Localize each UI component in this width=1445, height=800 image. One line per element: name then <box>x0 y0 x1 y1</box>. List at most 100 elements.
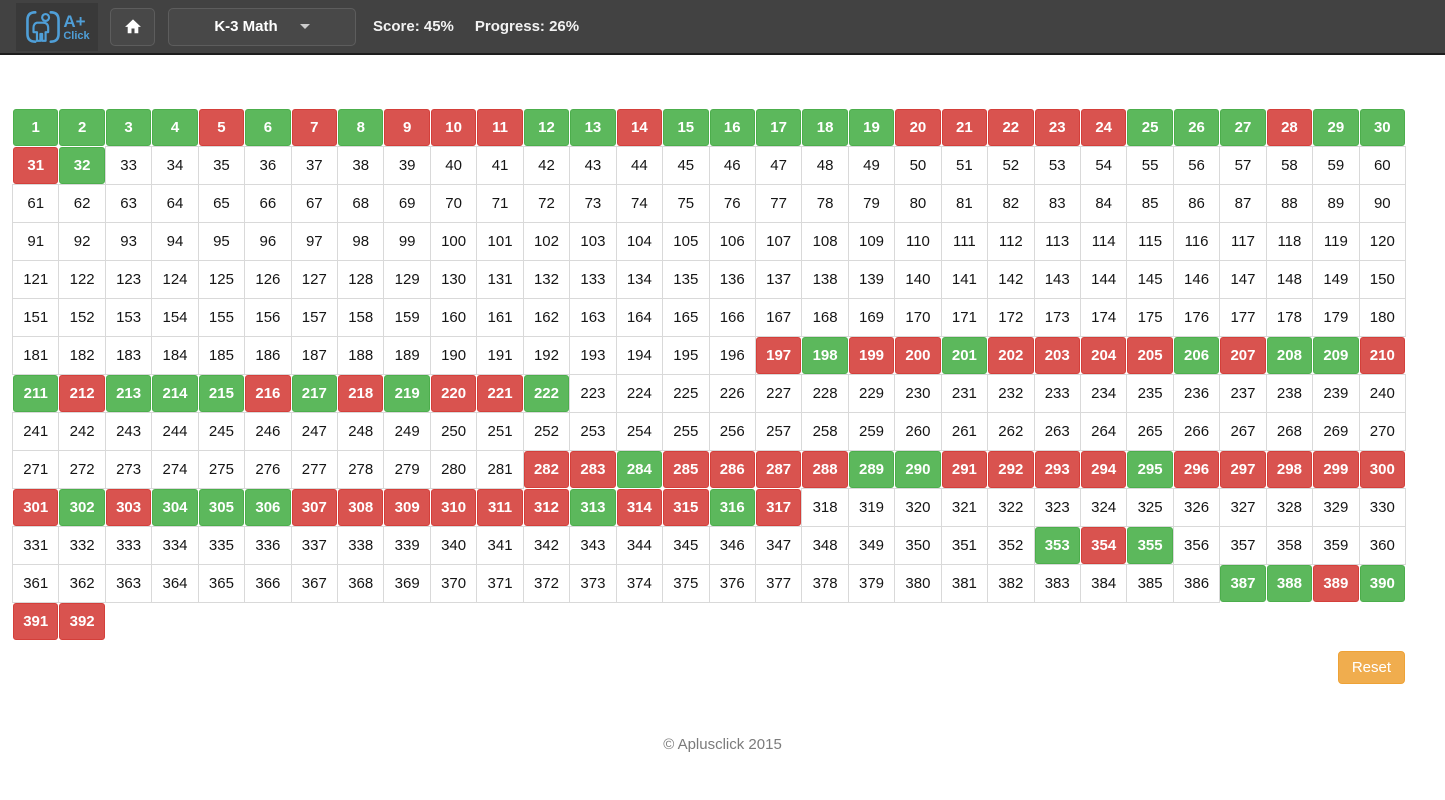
problem-cell-98[interactable]: 98 <box>338 223 384 260</box>
problem-cell-369[interactable]: 369 <box>384 565 430 602</box>
problem-cell-284[interactable]: 284 <box>616 451 663 488</box>
problem-cell-390[interactable]: 390 <box>1359 565 1405 602</box>
problem-cell-371[interactable]: 371 <box>477 565 523 602</box>
problem-cell-117[interactable]: 117 <box>1220 223 1266 260</box>
problem-cell-357[interactable]: 357 <box>1220 527 1266 564</box>
problem-cell-301[interactable]: 301 <box>13 489 59 526</box>
problem-cell-232[interactable]: 232 <box>988 375 1034 412</box>
problem-cell-138[interactable]: 138 <box>802 261 848 298</box>
problem-cell-186[interactable]: 186 <box>245 337 291 374</box>
problem-cell-298[interactable]: 298 <box>1266 451 1313 488</box>
problem-cell-60[interactable]: 60 <box>1359 147 1405 184</box>
problem-cell-247[interactable]: 247 <box>291 413 338 450</box>
problem-cell-165[interactable]: 165 <box>663 299 709 336</box>
problem-cell-166[interactable]: 166 <box>709 299 755 336</box>
problem-cell-368[interactable]: 368 <box>338 565 384 602</box>
problem-cell-167[interactable]: 167 <box>755 299 802 336</box>
problem-cell-278[interactable]: 278 <box>338 451 384 488</box>
problem-cell-183[interactable]: 183 <box>105 337 152 374</box>
problem-cell-174[interactable]: 174 <box>1080 299 1127 336</box>
problem-cell-258[interactable]: 258 <box>802 413 848 450</box>
problem-cell-115[interactable]: 115 <box>1127 223 1173 260</box>
problem-cell-197[interactable]: 197 <box>755 337 802 374</box>
problem-cell-296[interactable]: 296 <box>1173 451 1220 488</box>
problem-cell-312[interactable]: 312 <box>523 489 570 526</box>
problem-cell-363[interactable]: 363 <box>105 565 152 602</box>
problem-cell-47[interactable]: 47 <box>755 147 802 184</box>
problem-cell-110[interactable]: 110 <box>895 223 941 260</box>
problem-cell-217[interactable]: 217 <box>291 375 338 412</box>
problem-cell-85[interactable]: 85 <box>1127 185 1173 222</box>
problem-cell-82[interactable]: 82 <box>988 185 1034 222</box>
problem-cell-187[interactable]: 187 <box>291 337 338 374</box>
problem-cell-33[interactable]: 33 <box>105 147 152 184</box>
problem-cell-294[interactable]: 294 <box>1080 451 1127 488</box>
problem-cell-108[interactable]: 108 <box>802 223 848 260</box>
problem-cell-353[interactable]: 353 <box>1034 527 1080 564</box>
problem-cell-157[interactable]: 157 <box>291 299 338 336</box>
problem-cell-185[interactable]: 185 <box>198 337 245 374</box>
problem-cell-177[interactable]: 177 <box>1220 299 1266 336</box>
problem-cell-236[interactable]: 236 <box>1173 375 1220 412</box>
problem-cell-41[interactable]: 41 <box>477 147 523 184</box>
problem-cell-334[interactable]: 334 <box>152 527 198 564</box>
problem-cell-120[interactable]: 120 <box>1359 223 1405 260</box>
problem-cell-379[interactable]: 379 <box>848 565 895 602</box>
problem-cell-146[interactable]: 146 <box>1173 261 1220 298</box>
problem-cell-175[interactable]: 175 <box>1127 299 1173 336</box>
problem-cell-376[interactable]: 376 <box>709 565 755 602</box>
problem-cell-31[interactable]: 31 <box>13 147 59 184</box>
problem-cell-366[interactable]: 366 <box>245 565 291 602</box>
problem-cell-339[interactable]: 339 <box>384 527 430 564</box>
problem-cell-145[interactable]: 145 <box>1127 261 1173 298</box>
problem-cell-225[interactable]: 225 <box>663 375 709 412</box>
problem-cell-39[interactable]: 39 <box>384 147 430 184</box>
problem-cell-279[interactable]: 279 <box>384 451 430 488</box>
problem-cell-206[interactable]: 206 <box>1173 337 1220 374</box>
problem-cell-282[interactable]: 282 <box>523 451 570 488</box>
problem-cell-276[interactable]: 276 <box>245 451 291 488</box>
problem-cell-343[interactable]: 343 <box>570 527 616 564</box>
problem-cell-193[interactable]: 193 <box>570 337 616 374</box>
problem-cell-267[interactable]: 267 <box>1220 413 1266 450</box>
problem-cell-19[interactable]: 19 <box>848 109 895 146</box>
problem-cell-333[interactable]: 333 <box>105 527 152 564</box>
problem-cell-69[interactable]: 69 <box>384 185 430 222</box>
problem-cell-235[interactable]: 235 <box>1127 375 1173 412</box>
problem-cell-74[interactable]: 74 <box>616 185 663 222</box>
problem-cell-151[interactable]: 151 <box>13 299 59 336</box>
problem-cell-391[interactable]: 391 <box>13 603 59 640</box>
problem-cell-131[interactable]: 131 <box>477 261 523 298</box>
problem-cell-25[interactable]: 25 <box>1127 109 1173 146</box>
problem-cell-154[interactable]: 154 <box>152 299 198 336</box>
problem-cell-245[interactable]: 245 <box>198 413 245 450</box>
problem-cell-127[interactable]: 127 <box>291 261 338 298</box>
problem-cell-274[interactable]: 274 <box>152 451 198 488</box>
problem-cell-123[interactable]: 123 <box>105 261 152 298</box>
problem-cell-35[interactable]: 35 <box>198 147 245 184</box>
problem-cell-210[interactable]: 210 <box>1359 337 1405 374</box>
problem-cell-80[interactable]: 80 <box>895 185 941 222</box>
problem-cell-216[interactable]: 216 <box>245 375 291 412</box>
problem-cell-377[interactable]: 377 <box>755 565 802 602</box>
problem-cell-163[interactable]: 163 <box>570 299 616 336</box>
problem-cell-277[interactable]: 277 <box>291 451 338 488</box>
problem-cell-264[interactable]: 264 <box>1080 413 1127 450</box>
problem-cell-347[interactable]: 347 <box>755 527 802 564</box>
problem-cell-144[interactable]: 144 <box>1080 261 1127 298</box>
problem-cell-75[interactable]: 75 <box>663 185 709 222</box>
problem-cell-92[interactable]: 92 <box>59 223 105 260</box>
problem-cell-240[interactable]: 240 <box>1359 375 1405 412</box>
problem-cell-139[interactable]: 139 <box>848 261 895 298</box>
problem-cell-297[interactable]: 297 <box>1220 451 1266 488</box>
problem-cell-136[interactable]: 136 <box>709 261 755 298</box>
problem-cell-336[interactable]: 336 <box>245 527 291 564</box>
problem-cell-348[interactable]: 348 <box>802 527 848 564</box>
problem-cell-332[interactable]: 332 <box>59 527 105 564</box>
problem-cell-17[interactable]: 17 <box>755 109 802 146</box>
problem-cell-3[interactable]: 3 <box>105 109 152 146</box>
problem-cell-68[interactable]: 68 <box>338 185 384 222</box>
problem-cell-36[interactable]: 36 <box>245 147 291 184</box>
problem-cell-6[interactable]: 6 <box>245 109 291 146</box>
problem-cell-128[interactable]: 128 <box>338 261 384 298</box>
